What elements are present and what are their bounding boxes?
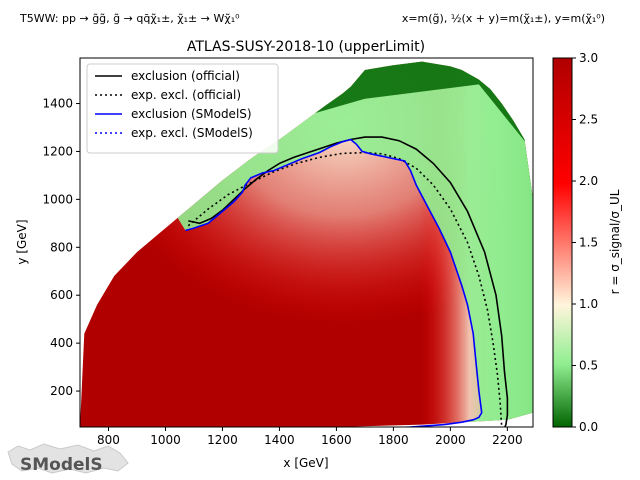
colorbar-tick-label: 3.0 [579, 51, 598, 65]
colorbar-label: r = σ_signal/σ_UL [608, 189, 622, 294]
colorbar-tick-label: 0.0 [579, 420, 598, 434]
colorbar-ticks: 0.0 0.5 1.0 1.5 2.0 2.5 3.0 [572, 51, 598, 434]
colorbar-tick-label: 2.5 [579, 113, 598, 127]
legend-label-4: exp. excl. (SModelS) [131, 126, 253, 140]
y-tick-label: 800 [50, 240, 73, 254]
logo-text: SModelS [20, 455, 103, 475]
y-tick-label: 600 [50, 288, 73, 302]
y-tick-label: 1000 [42, 192, 73, 206]
colorbar-tick-label: 0.5 [579, 359, 598, 373]
smodels-logo: SModelS [7, 443, 129, 475]
legend-label-2: exp. excl. (official) [131, 88, 241, 102]
exclusion-lines [185, 136, 509, 427]
plot-frame [79, 57, 534, 428]
header-left-text: T5WW: pp → g̃g̃, g̃ → qq̄χ̃₁±, χ̃₁± → Wχ… [19, 12, 240, 25]
y-axis-label: y [GeV] [15, 219, 29, 264]
logo-splash-shape [7, 443, 129, 474]
x-tick-label: 1400 [264, 433, 295, 447]
colorbar-tick-label: 2.0 [579, 174, 598, 188]
x-tick-label: 1200 [207, 433, 238, 447]
y-tick-label: 400 [50, 336, 73, 350]
series-line-3 [185, 138, 483, 427]
colorbar [552, 57, 573, 428]
colorbar-tick-label: 1.5 [579, 236, 598, 250]
legend: exclusion (official) exp. excl. (official… [86, 63, 279, 154]
y-tick-label: 1400 [42, 97, 73, 111]
x-axis-label: x [GeV] [283, 456, 328, 470]
header-right-text: x=m(g̃), ½(x + y)=m(χ̃₁±), y=m(χ̃₁⁰) [402, 12, 605, 25]
x-tick-label: 1600 [321, 433, 352, 447]
x-tick-label: 1800 [378, 433, 409, 447]
y-tick-label: 200 [50, 384, 73, 398]
y-axis-ticks: 200 400 600 800 1000 1200 1400 [42, 97, 80, 398]
x-tick-label: 2200 [492, 433, 523, 447]
x-tick-label: 1000 [150, 433, 181, 447]
legend-label-3: exclusion (SModelS) [131, 107, 252, 121]
series-line-2 [187, 151, 503, 427]
y-tick-label: 1200 [42, 144, 73, 158]
legend-box [86, 63, 279, 154]
x-axis-ticks: 800 1000 1200 1400 1600 1800 2000 2200 [97, 427, 523, 447]
chart-title: ATLAS-SUSY-2018-10 (upperLimit) [187, 39, 425, 55]
colorbar-tick-label: 1.0 [579, 297, 598, 311]
x-tick-label: 2000 [435, 433, 466, 447]
legend-label-1: exclusion (official) [131, 69, 240, 83]
x-tick-label: 800 [97, 433, 120, 447]
